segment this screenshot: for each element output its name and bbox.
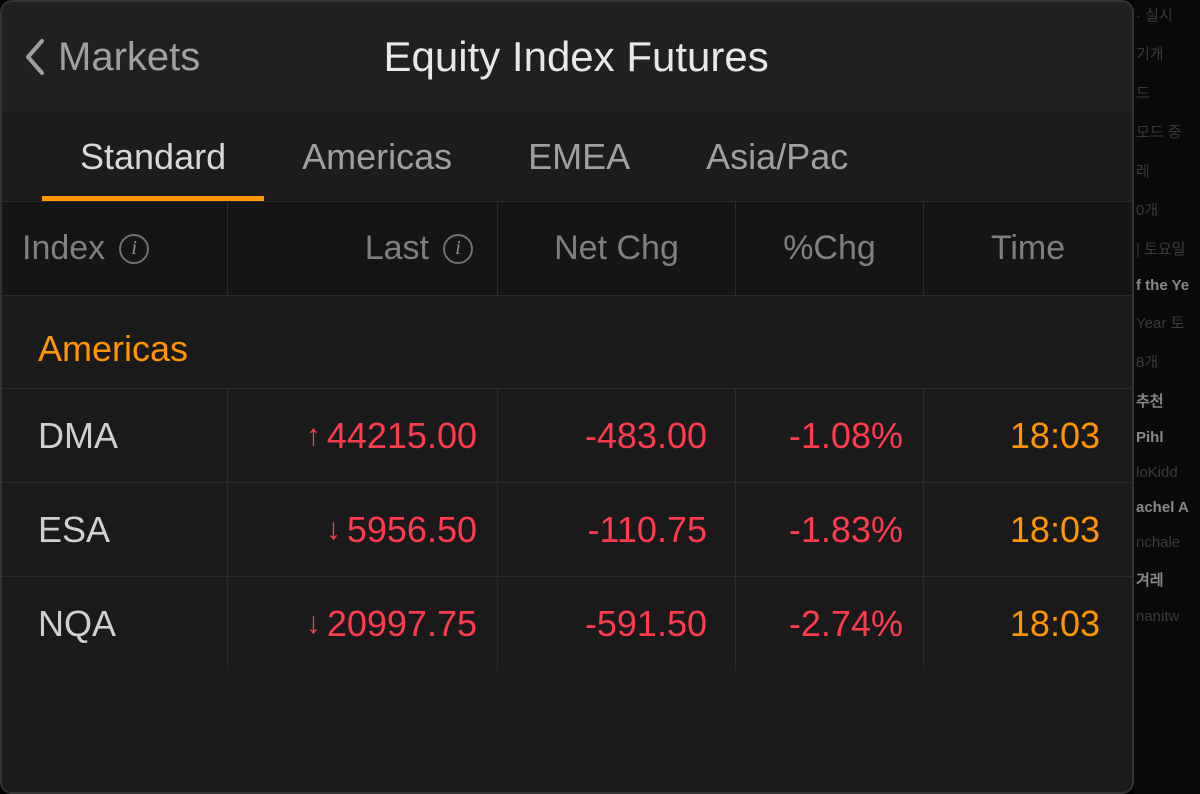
cell-last-value: 20997.75 [327, 603, 477, 645]
tab-asiapac[interactable]: Asia/Pac [668, 112, 886, 201]
col-header-time-label: Time [991, 229, 1065, 268]
col-header-index-label: Index [22, 229, 105, 268]
side-item: Year 토 [1136, 312, 1198, 333]
side-item: achel A [1136, 499, 1198, 516]
cell-time: 18:03 [924, 603, 1132, 645]
side-item: nanitw [1136, 608, 1198, 625]
side-item: 기개 [1136, 43, 1198, 64]
side-item: 겨레 [1136, 569, 1198, 590]
tab-standard[interactable]: Standard [42, 112, 264, 201]
cell-last: ↑ 44215.00 [228, 389, 498, 482]
side-item: 추천 [1136, 390, 1198, 411]
cell-symbol: NQA [2, 577, 228, 670]
table-row[interactable]: NQA ↓ 20997.75 -591.50 -2.74% 18:03 [2, 576, 1132, 670]
side-item: 8개 [1136, 351, 1198, 372]
side-item: · 실시 [1136, 4, 1198, 25]
col-header-pctchg-label: %Chg [783, 229, 876, 268]
column-headers: Index i Last i Net Chg %Chg Time [2, 202, 1132, 296]
cell-last-value: 44215.00 [327, 415, 477, 457]
side-item: 드 [1136, 82, 1198, 103]
side-item: f the Ye [1136, 277, 1198, 294]
cell-last-value: 5956.50 [347, 509, 477, 551]
col-header-time[interactable]: Time [924, 229, 1132, 268]
side-item: nchale [1136, 534, 1198, 551]
cell-last: ↓ 20997.75 [228, 577, 498, 670]
page-title: Equity Index Futures [40, 33, 1112, 81]
side-item: loKidd [1136, 464, 1198, 481]
col-header-index[interactable]: Index i [2, 202, 228, 295]
header-bar: Markets Equity Index Futures [2, 2, 1132, 112]
side-item: 모드 중 [1136, 121, 1198, 142]
col-header-netchg[interactable]: Net Chg [498, 202, 736, 295]
side-item: | 토요일 [1136, 238, 1198, 259]
col-header-last-label: Last [365, 229, 429, 268]
col-header-last[interactable]: Last i [228, 202, 498, 295]
table-row[interactable]: ESA ↓ 5956.50 -110.75 -1.83% 18:03 [2, 482, 1132, 576]
side-item: 레 [1136, 160, 1198, 181]
cell-time: 18:03 [924, 415, 1132, 457]
cell-last: ↓ 5956.50 [228, 483, 498, 576]
tab-americas[interactable]: Americas [264, 112, 490, 201]
table-row[interactable]: DMA ↑ 44215.00 -483.00 -1.08% 18:03 [2, 388, 1132, 482]
tabs-bar: Standard Americas EMEA Asia/Pac [2, 112, 1132, 202]
cell-symbol: DMA [2, 389, 228, 482]
cell-pctchg: -1.08% [736, 389, 924, 482]
info-icon[interactable]: i [443, 234, 473, 264]
arrow-down-icon: ↓ [306, 607, 321, 641]
side-panel: · 실시 기개 드 모드 중 레 0개 | 토요일 f the Ye Year … [1134, 0, 1200, 794]
col-header-netchg-label: Net Chg [554, 229, 679, 268]
arrow-down-icon: ↓ [326, 513, 341, 547]
info-icon[interactable]: i [119, 234, 149, 264]
main-panel: Markets Equity Index Futures Standard Am… [0, 0, 1134, 794]
tab-emea[interactable]: EMEA [490, 112, 668, 201]
side-item: Pihl [1136, 429, 1198, 446]
cell-pctchg: -1.83% [736, 483, 924, 576]
cell-netchg: -483.00 [498, 389, 736, 482]
section-header-americas: Americas [2, 296, 1132, 388]
col-header-pctchg[interactable]: %Chg [736, 202, 924, 295]
side-item: 0개 [1136, 199, 1198, 220]
arrow-up-icon: ↑ [306, 419, 321, 453]
cell-netchg: -110.75 [498, 483, 736, 576]
cell-pctchg: -2.74% [736, 577, 924, 670]
cell-symbol: ESA [2, 483, 228, 576]
cell-netchg: -591.50 [498, 577, 736, 670]
cell-time: 18:03 [924, 509, 1132, 551]
